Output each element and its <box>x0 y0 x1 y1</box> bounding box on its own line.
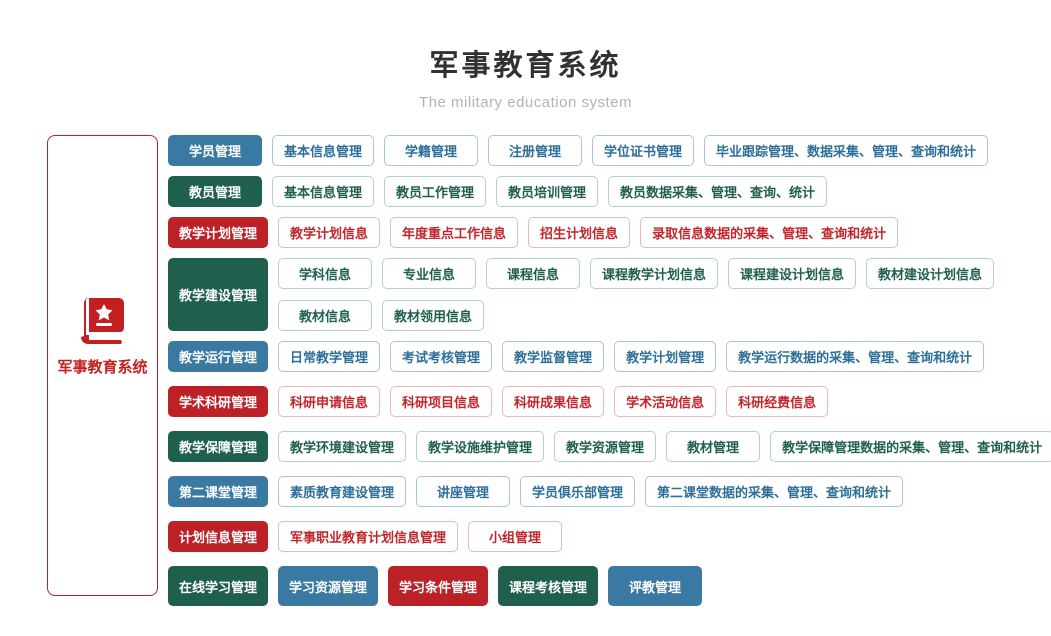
row-line: 学习资源管理 学习条件管理 课程考核管理 评教管理 <box>278 566 703 606</box>
system-row-7: 第二课堂管理 素质教育建设管理 讲座管理 学员俱乐部管理 第二课堂数据的采集、管理、查询… <box>168 476 904 507</box>
row-line: 日常教学管理 考试考核管理 教学监督管理 教学计划管理 教学运行数据的采集、管理、查询和… <box>278 341 985 372</box>
system-row-2: 教学计划管理 教学计划信息 年度重点工作信息 招生计划信息 录取信息数据的采集、管理、查… <box>168 217 899 248</box>
item-button[interactable]: 教材建设计划信息 <box>866 258 995 289</box>
item-button[interactable]: 科研成果信息 <box>502 386 605 417</box>
row-lines: 军事职业教育计划信息管理 小组管理 <box>278 521 563 552</box>
page-subtitle: The military education system <box>419 94 632 111</box>
row-line: 教材信息 教材领用信息 <box>278 300 994 331</box>
item-button[interactable]: 学科信息 <box>278 258 373 289</box>
item-button[interactable]: 基本信息管理 <box>272 135 375 166</box>
category-button[interactable]: 教学建设管理 <box>168 258 269 331</box>
category-button[interactable]: 学员管理 <box>168 135 262 166</box>
item-button[interactable]: 录取信息数据的采集、管理、查询和统计 <box>640 217 899 248</box>
system-row-3: 教学建设管理 学科信息 专业信息 课程信息 课程教学计划信息 课程建设计划信息 教材建设计划… <box>168 258 995 331</box>
item-button[interactable]: 军事职业教育计划信息管理 <box>278 521 459 552</box>
item-button[interactable]: 教学设施维护管理 <box>416 431 545 462</box>
item-button[interactable]: 教材管理 <box>666 431 761 462</box>
category-button[interactable]: 教员管理 <box>168 176 262 207</box>
category-button[interactable]: 计划信息管理 <box>168 521 269 552</box>
item-button[interactable]: 课程教学计划信息 <box>590 258 719 289</box>
row-lines: 素质教育建设管理 讲座管理 学员俱乐部管理 第二课堂数据的采集、管理、查询和统计 <box>278 476 904 507</box>
item-button[interactable]: 小组管理 <box>468 521 563 552</box>
category-button[interactable]: 第二课堂管理 <box>168 476 269 507</box>
item-button[interactable]: 学术活动信息 <box>614 386 717 417</box>
row-lines: 教学环境建设管理 教学设施维护管理 教学资源管理 教材管理 教学保障管理数据的采集、管理… <box>278 431 1051 462</box>
row-line: 素质教育建设管理 讲座管理 学员俱乐部管理 第二课堂数据的采集、管理、查询和统计 <box>278 476 904 507</box>
book-star-icon <box>80 298 125 344</box>
item-button[interactable]: 教员数据采集、管理、查询、统计 <box>608 176 828 207</box>
rows-container: 学员管理 基本信息管理 学籍管理 注册管理 学位证书管理 毕业跟踪管理、数据采集、管理、查… <box>168 135 1051 606</box>
row-lines: 科研申请信息 科研项目信息 科研成果信息 学术活动信息 科研经费信息 <box>278 386 829 417</box>
item-button[interactable]: 学习条件管理 <box>388 566 489 606</box>
item-button[interactable]: 评教管理 <box>608 566 703 606</box>
system-row-0: 学员管理 基本信息管理 学籍管理 注册管理 学位证书管理 毕业跟踪管理、数据采集、管理、查… <box>168 135 989 166</box>
item-button[interactable]: 教学运行数据的采集、管理、查询和统计 <box>726 341 985 372</box>
item-button[interactable]: 毕业跟踪管理、数据采集、管理、查询和统计 <box>704 135 989 166</box>
item-button[interactable]: 学员俱乐部管理 <box>520 476 636 507</box>
item-button[interactable]: 招生计划信息 <box>528 217 631 248</box>
item-button[interactable]: 日常教学管理 <box>278 341 381 372</box>
row-line: 教学计划信息 年度重点工作信息 招生计划信息 录取信息数据的采集、管理、查询和统计 <box>278 217 899 248</box>
row-lines: 基本信息管理 教员工作管理 教员培训管理 教员数据采集、管理、查询、统计 <box>272 176 828 207</box>
category-button[interactable]: 教学计划管理 <box>168 217 269 248</box>
item-button[interactable]: 年度重点工作信息 <box>390 217 519 248</box>
row-lines: 基本信息管理 学籍管理 注册管理 学位证书管理 毕业跟踪管理、数据采集、管理、查询和统计 <box>272 135 989 166</box>
item-button[interactable]: 科研经费信息 <box>726 386 829 417</box>
row-line: 学科信息 专业信息 课程信息 课程教学计划信息 课程建设计划信息 教材建设计划信息 <box>278 258 995 289</box>
row-line: 教学环境建设管理 教学设施维护管理 教学资源管理 教材管理 教学保障管理数据的采集、管理… <box>278 431 1051 462</box>
item-button[interactable]: 科研申请信息 <box>278 386 381 417</box>
system-row-8: 计划信息管理 军事职业教育计划信息管理 小组管理 <box>168 521 563 552</box>
item-button[interactable]: 注册管理 <box>488 135 583 166</box>
item-button[interactable]: 讲座管理 <box>416 476 511 507</box>
row-line: 基本信息管理 学籍管理 注册管理 学位证书管理 毕业跟踪管理、数据采集、管理、查询和统计 <box>272 135 989 166</box>
item-button[interactable]: 学籍管理 <box>384 135 479 166</box>
page-title: 军事教育系统 <box>429 50 622 82</box>
item-button[interactable]: 教学环境建设管理 <box>278 431 407 462</box>
item-button[interactable]: 基本信息管理 <box>272 176 375 207</box>
row-lines: 日常教学管理 考试考核管理 教学监督管理 教学计划管理 教学运行数据的采集、管理、查询和… <box>278 341 985 372</box>
root-node-label: 军事教育系统 <box>57 359 148 376</box>
category-button[interactable]: 教学保障管理 <box>168 431 269 462</box>
item-button[interactable]: 课程信息 <box>486 258 581 289</box>
system-row-5: 学术科研管理 科研申请信息 科研项目信息 科研成果信息 学术活动信息 科研经费信息 <box>168 386 829 417</box>
row-line: 科研申请信息 科研项目信息 科研成果信息 学术活动信息 科研经费信息 <box>278 386 829 417</box>
item-button[interactable]: 考试考核管理 <box>390 341 493 372</box>
category-button[interactable]: 在线学习管理 <box>168 566 269 606</box>
item-button[interactable]: 专业信息 <box>382 258 477 289</box>
row-line: 军事职业教育计划信息管理 小组管理 <box>278 521 563 552</box>
item-button[interactable]: 素质教育建设管理 <box>278 476 407 507</box>
item-button[interactable]: 教学计划管理 <box>614 341 717 372</box>
category-button[interactable]: 教学运行管理 <box>168 341 269 372</box>
row-lines: 教学计划信息 年度重点工作信息 招生计划信息 录取信息数据的采集、管理、查询和统计 <box>278 217 899 248</box>
item-button[interactable]: 科研项目信息 <box>390 386 493 417</box>
item-button[interactable]: 学位证书管理 <box>592 135 695 166</box>
item-button[interactable]: 教学计划信息 <box>278 217 381 248</box>
system-row-4: 教学运行管理 日常教学管理 考试考核管理 教学监督管理 教学计划管理 教学运行数据的采集、… <box>168 341 985 372</box>
system-row-1: 教员管理 基本信息管理 教员工作管理 教员培训管理 教员数据采集、管理、查询、统计 <box>168 176 828 207</box>
page-header: 军事教育系统 The military education system <box>0 0 1051 111</box>
item-button[interactable]: 教学保障管理数据的采集、管理、查询和统计 <box>770 431 1051 462</box>
item-button[interactable]: 教学资源管理 <box>554 431 657 462</box>
item-button[interactable]: 课程考核管理 <box>498 566 599 606</box>
item-button[interactable]: 教材信息 <box>278 300 373 331</box>
category-button[interactable]: 学术科研管理 <box>168 386 269 417</box>
item-button[interactable]: 学习资源管理 <box>278 566 379 606</box>
row-lines: 学习资源管理 学习条件管理 课程考核管理 评教管理 <box>278 566 703 606</box>
row-lines: 学科信息 专业信息 课程信息 课程教学计划信息 课程建设计划信息 教材建设计划信息 教材信息… <box>278 258 995 331</box>
item-button[interactable]: 教员工作管理 <box>384 176 487 207</box>
system-row-6: 教学保障管理 教学环境建设管理 教学设施维护管理 教学资源管理 教材管理 教学保障管理数据… <box>168 431 1051 462</box>
system-row-9: 在线学习管理 学习资源管理 学习条件管理 课程考核管理 评教管理 <box>168 566 703 606</box>
item-button[interactable]: 教学监督管理 <box>502 341 605 372</box>
root-node[interactable]: 军事教育系统 <box>47 135 158 596</box>
item-button[interactable]: 教材领用信息 <box>382 300 485 331</box>
diagram-layout: 军事教育系统 学员管理 基本信息管理 学籍管理 注册管理 学位证书管理 毕业跟踪管理、数据… <box>0 135 1051 606</box>
row-line: 基本信息管理 教员工作管理 教员培训管理 教员数据采集、管理、查询、统计 <box>272 176 828 207</box>
item-button[interactable]: 课程建设计划信息 <box>728 258 857 289</box>
item-button[interactable]: 教员培训管理 <box>496 176 599 207</box>
item-button[interactable]: 第二课堂数据的采集、管理、查询和统计 <box>645 476 904 507</box>
